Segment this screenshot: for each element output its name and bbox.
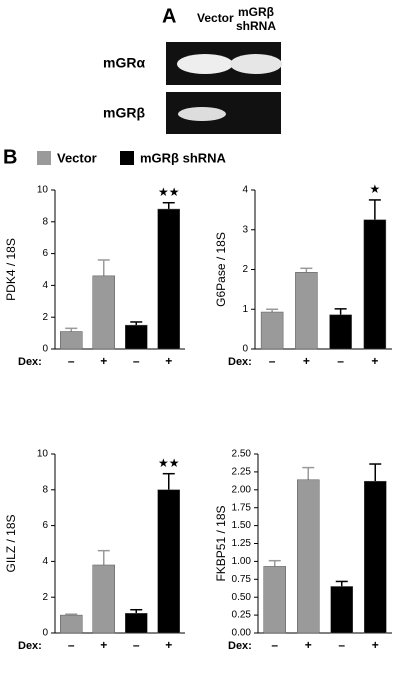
y-tick-label: 2 [42, 312, 48, 323]
y-tick-label: 2 [242, 264, 248, 275]
y-axis-label: G6Pase / 18S [214, 232, 228, 307]
bar [157, 489, 180, 634]
x-tick-label: – [271, 638, 278, 652]
panel-label: B [3, 146, 17, 168]
x-tick-label: + [303, 354, 310, 368]
y-tick-label: 0.00 [232, 628, 252, 639]
x-tick-label: + [165, 638, 172, 652]
y-tick-label: 8 [42, 484, 48, 495]
bar [125, 613, 148, 634]
y-tick-label: 1.75 [232, 502, 252, 513]
x-tick-label: – [68, 638, 75, 652]
bar [260, 311, 284, 350]
y-tick-label: 2.50 [232, 449, 252, 460]
y-tick-label: 6 [42, 520, 48, 531]
significance-mark: ★ [369, 182, 380, 196]
x-tick-label: – [68, 354, 75, 368]
x-tick-label: – [338, 638, 345, 652]
bar [330, 586, 353, 634]
y-tick-label: 1.25 [232, 538, 252, 549]
gel-band [230, 54, 282, 74]
y-tick-label: 10 [37, 449, 49, 460]
bar [92, 564, 115, 634]
y-tick-label: 0 [42, 628, 48, 639]
x-tick-label: + [100, 354, 107, 368]
y-tick-label: 4 [42, 556, 48, 567]
panel-label: A [162, 5, 176, 27]
bar [295, 272, 318, 350]
bar [60, 331, 83, 350]
row-label: mGRα [103, 55, 145, 71]
gel-band [177, 54, 233, 74]
y-axis-label: FKBP51 / 18S [214, 505, 228, 581]
x-tick-label: + [165, 354, 172, 368]
lane-label: shRNA [236, 19, 276, 33]
x-axis-label: Dex: [228, 356, 252, 368]
x-tick-label: – [337, 354, 344, 368]
bar [157, 208, 180, 350]
y-tick-label: 3 [242, 224, 248, 235]
y-tick-label: 0.25 [232, 610, 252, 621]
bar [364, 480, 387, 634]
y-tick-label: 1.50 [232, 520, 252, 531]
x-tick-label: – [133, 354, 140, 368]
y-tick-label: 4 [42, 280, 48, 291]
y-tick-label: 2 [42, 592, 48, 603]
bar [363, 219, 387, 350]
bar [297, 479, 320, 634]
y-tick-label: 0 [242, 344, 248, 355]
y-tick-label: 2.25 [232, 467, 252, 478]
lane-label: Vector [197, 11, 234, 25]
legend-swatch [37, 151, 51, 165]
x-tick-label: + [305, 638, 312, 652]
x-tick-label: – [133, 638, 140, 652]
significance-mark: ★★ [158, 185, 180, 199]
bar [92, 275, 115, 350]
legend-label: Vector [57, 150, 97, 165]
y-axis-label: GILZ / 18S [4, 514, 18, 572]
y-tick-label: 8 [42, 216, 48, 227]
legend-label: mGRβ shRNA [140, 150, 227, 165]
y-tick-label: 0.75 [232, 574, 252, 585]
y-tick-label: 10 [37, 185, 49, 196]
bar [60, 614, 83, 634]
bar [329, 314, 352, 350]
x-tick-label: + [372, 638, 379, 652]
gel-band [178, 107, 226, 121]
x-axis-label: Dex: [18, 640, 42, 652]
bar [125, 324, 148, 350]
y-tick-label: 2.00 [232, 484, 252, 495]
legend-swatch [120, 151, 134, 165]
x-tick-label: + [100, 638, 107, 652]
y-tick-label: 6 [42, 248, 48, 259]
significance-mark: ★★ [158, 456, 180, 470]
x-axis-label: Dex: [228, 640, 252, 652]
x-tick-label: + [371, 354, 378, 368]
y-tick-label: 1 [242, 304, 248, 315]
y-tick-label: 0 [42, 344, 48, 355]
y-tick-label: 4 [242, 185, 248, 196]
bar [263, 566, 286, 634]
y-tick-label: 0.50 [232, 592, 252, 603]
x-axis-label: Dex: [18, 356, 42, 368]
x-tick-label: – [269, 354, 276, 368]
y-tick-label: 1.00 [232, 556, 252, 567]
row-label: mGRβ [103, 105, 145, 121]
y-axis-label: PDK4 / 18S [4, 238, 18, 301]
lane-label: mGRβ [238, 5, 274, 19]
